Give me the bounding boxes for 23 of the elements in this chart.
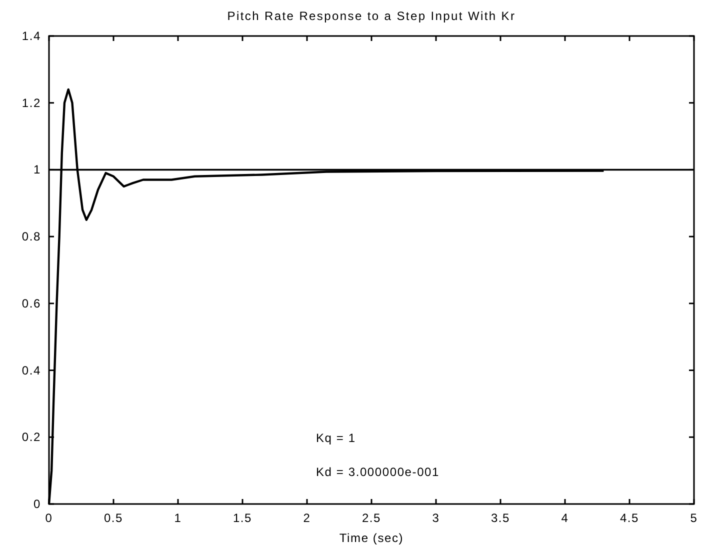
x-tick-label: 4 xyxy=(561,511,569,525)
x-tick-label: 0.5 xyxy=(104,511,124,525)
x-tick-label: 1 xyxy=(174,511,182,525)
x-tick-label: 4.5 xyxy=(620,511,640,525)
y-tick-label: 0 xyxy=(34,497,41,511)
y-tick-label: 1.2 xyxy=(22,96,41,110)
x-tick-label: 3 xyxy=(432,511,440,525)
x-tick-label: 1.5 xyxy=(232,511,252,525)
y-tick-label: 0.8 xyxy=(22,230,41,244)
y-tick-label: 1 xyxy=(34,162,41,177)
x-tick-label: 0 xyxy=(45,511,53,525)
chart-title: Pitch Rate Response to a Step Input With Kr xyxy=(227,9,516,23)
x-axis-title: Time (sec) xyxy=(339,531,404,545)
y-tick-label: 1.4 xyxy=(22,29,41,43)
annotation: Kq = 1 xyxy=(316,431,356,445)
y-tick-label: 0.6 xyxy=(22,296,41,310)
y-tick-label: 0.2 xyxy=(22,430,41,444)
x-tick-label: 5 xyxy=(690,511,698,525)
x-tick-label: 2.5 xyxy=(362,511,382,525)
x-tick-label: 3.5 xyxy=(490,511,510,525)
annotation: Kd = 3.000000e-001 xyxy=(316,465,440,479)
x-tick-label: 2 xyxy=(303,511,311,525)
y-tick-label: 0.4 xyxy=(22,363,41,378)
